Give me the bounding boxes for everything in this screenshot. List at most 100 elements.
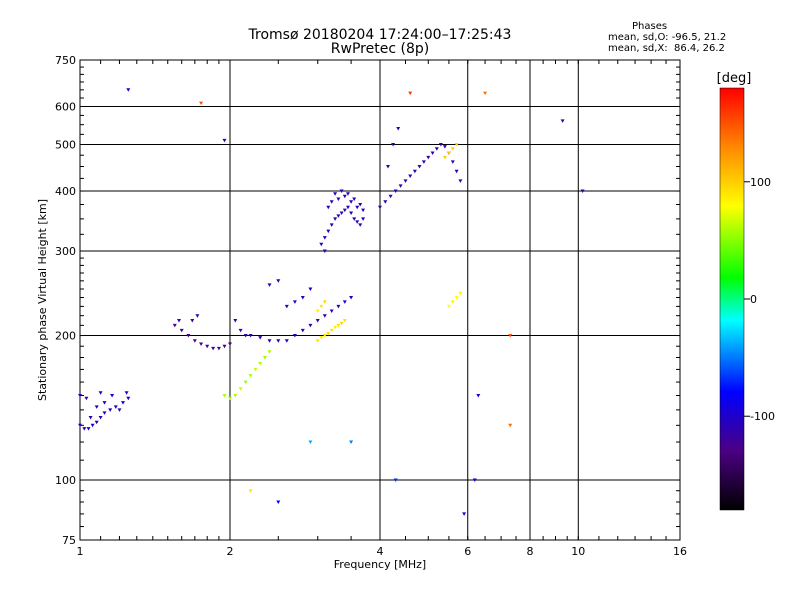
data-point (228, 342, 232, 346)
data-point (308, 440, 313, 444)
data-point (326, 332, 331, 336)
data-point (450, 160, 455, 164)
data-point (267, 283, 272, 287)
data-point (349, 440, 354, 444)
data-point (434, 147, 439, 151)
data-point (192, 339, 197, 343)
data-point (300, 328, 305, 333)
colorbar (719, 87, 745, 511)
data-point (117, 408, 122, 412)
data-point (430, 151, 435, 155)
data-point (102, 411, 107, 415)
y-tick-label: 100 (55, 474, 76, 487)
data-point (342, 300, 347, 304)
data-point (438, 143, 443, 147)
data-point (421, 160, 426, 164)
data-point (190, 319, 195, 323)
data-point (339, 211, 344, 215)
data-point (417, 165, 422, 169)
data-point (258, 361, 263, 366)
data-point (222, 394, 227, 398)
y-axis-label: Stationary phase Virtual Height [km] (36, 199, 49, 401)
data-point (349, 200, 354, 204)
x-tick-label: 6 (464, 545, 471, 558)
data-point (458, 291, 463, 296)
data-point (195, 314, 200, 318)
data-point (248, 334, 253, 338)
data-point (94, 405, 99, 409)
data-point (426, 155, 431, 160)
data-point (222, 138, 227, 143)
data-point (243, 334, 248, 338)
data-point (258, 336, 263, 340)
x-tick-label: 2 (227, 545, 234, 558)
data-point (124, 391, 129, 395)
data-point (292, 334, 297, 338)
data-point (211, 346, 216, 351)
data-point (94, 420, 99, 425)
data-point (333, 217, 338, 221)
data-point (326, 229, 331, 234)
data-point (342, 208, 347, 213)
data-point (346, 205, 350, 210)
data-point (388, 194, 393, 199)
minor-ticks (80, 60, 680, 540)
colorbar-label: [deg] (717, 71, 752, 86)
y-tick-label: 75 (62, 534, 76, 547)
data-point (319, 242, 324, 247)
data-point (339, 189, 344, 193)
data-point (450, 300, 455, 304)
data-point (454, 169, 459, 174)
data-point (450, 147, 455, 151)
data-point (329, 309, 334, 313)
data-point (267, 350, 272, 354)
data-point (238, 328, 243, 333)
data-point (352, 217, 357, 221)
data-point (233, 319, 238, 323)
x-axis-label: Frequency [MHz] (334, 558, 426, 571)
data-point (462, 512, 467, 516)
data-point (349, 296, 354, 300)
data-point (262, 356, 267, 360)
data-point (300, 296, 305, 300)
data-point (361, 217, 366, 221)
data-points (78, 88, 585, 516)
data-point (322, 300, 327, 304)
data-point (284, 339, 289, 343)
data-point (580, 189, 585, 193)
data-point (284, 304, 289, 309)
data-point (126, 88, 131, 92)
data-point (386, 165, 390, 169)
data-point (508, 423, 513, 428)
y-tick-label: 400 (55, 185, 76, 198)
data-point (177, 319, 181, 323)
data-point (248, 489, 253, 493)
data-point (276, 279, 281, 283)
data-point (472, 478, 477, 482)
data-point (108, 408, 113, 412)
data-point (102, 401, 107, 405)
data-point (322, 314, 327, 318)
data-point (358, 203, 363, 207)
data-point (442, 155, 447, 160)
y-tick-label: 300 (55, 245, 76, 258)
data-point (199, 342, 204, 346)
x-tick-label: 8 (527, 545, 534, 558)
data-point (121, 401, 125, 405)
data-point (329, 328, 334, 333)
data-point (336, 197, 341, 201)
chart-subtitle: RwPretec (8p) (330, 41, 430, 57)
data-point (454, 296, 459, 300)
data-point (186, 334, 191, 338)
data-point (446, 151, 451, 155)
data-point (358, 223, 363, 227)
data-point (78, 394, 82, 398)
data-point (90, 423, 95, 428)
data-point (408, 91, 413, 96)
data-point (391, 143, 396, 147)
colorbar-tick-label: 0 (750, 293, 757, 306)
colorbar-ticks: -100 0 100 (744, 176, 775, 423)
data-point (355, 205, 360, 210)
colorbar-tick-label: -100 (750, 410, 775, 423)
stats-line-o: mean, sd,O: -96.5, 21.2 (608, 32, 727, 43)
